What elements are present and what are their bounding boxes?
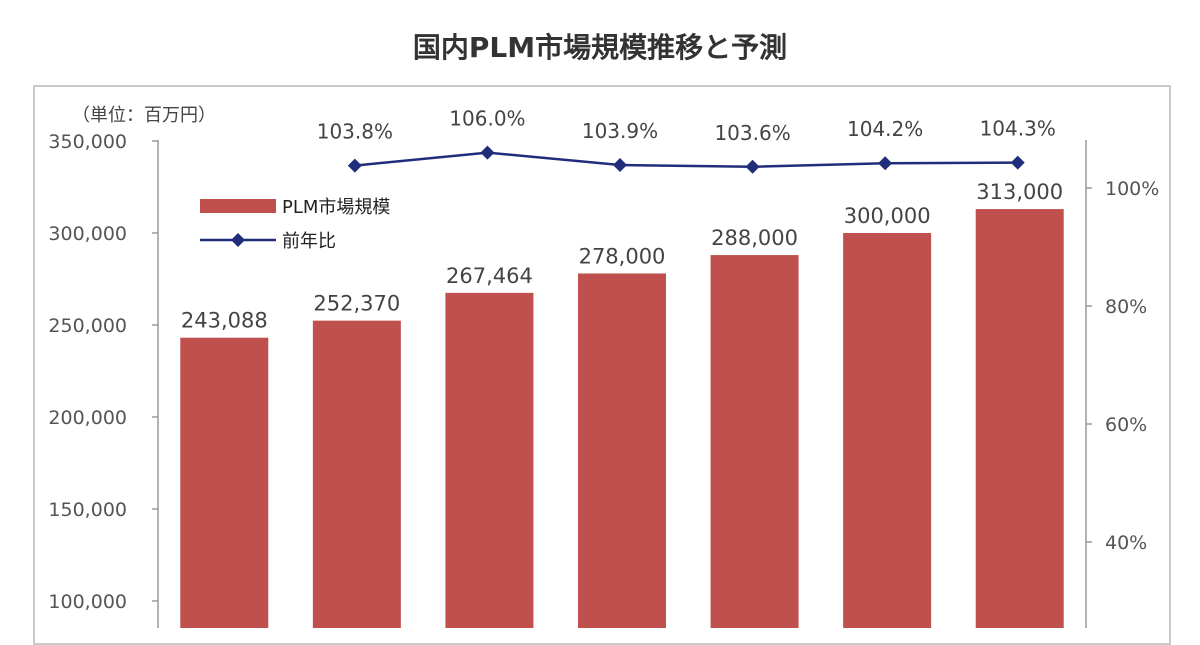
ratio-line xyxy=(354,151,1018,169)
ratio-value-label: 106.0% xyxy=(449,107,525,131)
legend-bar-label: PLM市場規模 xyxy=(282,197,390,218)
ratio-point xyxy=(1010,155,1025,170)
ratio-point xyxy=(480,145,495,160)
bar xyxy=(445,292,534,628)
bar xyxy=(180,337,269,628)
bar xyxy=(975,209,1064,628)
chart-title: 国内PLM市場規模推移と予測 xyxy=(412,31,788,64)
ratio-value-label: 103.9% xyxy=(582,119,658,143)
bar xyxy=(710,255,799,628)
y-right-tick-label: 80% xyxy=(1105,296,1147,318)
legend-line-marker xyxy=(231,233,245,247)
ratio-point xyxy=(745,159,760,174)
bar-value-label: 278,000 xyxy=(579,244,666,268)
bar-value-label: 252,370 xyxy=(313,292,400,316)
combo-chart: 350,000 300,000 250,000 200,000 150,000 100,0… xyxy=(48,105,1159,628)
y-left-tick-label: 250,000 xyxy=(48,315,127,337)
y-right-tick-label: 100% xyxy=(1105,178,1159,200)
bar-value-label: 267,464 xyxy=(446,264,533,288)
ratio-point xyxy=(613,157,627,172)
bar-value-label: 300,000 xyxy=(844,204,931,228)
y-left-tick-label: 200,000 xyxy=(48,407,127,429)
bar xyxy=(578,273,666,628)
y-left-tick-label: 150,000 xyxy=(48,499,127,521)
ratio-point xyxy=(878,156,893,171)
legend-bar-swatch xyxy=(200,199,276,213)
ratio-value-label: 103.8% xyxy=(317,120,393,144)
legend-line-label: 前年比 xyxy=(282,231,336,252)
ratio-value-label: 103.6% xyxy=(714,121,790,145)
y-right-tick-label: 60% xyxy=(1105,414,1147,436)
bar xyxy=(312,320,401,628)
bar xyxy=(843,233,932,628)
y-left-tick-label: 100,000 xyxy=(48,591,127,613)
unit-label: （単位：百万円） xyxy=(72,105,216,126)
y-left-tick-label: 300,000 xyxy=(48,223,127,245)
ratio-value-label: 104.3% xyxy=(980,117,1056,141)
bar-value-label: 288,000 xyxy=(711,226,798,250)
ratio-point xyxy=(347,158,362,173)
ratio-value-label: 104.2% xyxy=(847,117,923,141)
y-right-tick-label: 40% xyxy=(1105,532,1147,554)
bar-value-label: 243,088 xyxy=(181,309,268,333)
y-left-tick-label: 350,000 xyxy=(48,131,127,153)
bar-value-label: 313,000 xyxy=(976,180,1063,204)
